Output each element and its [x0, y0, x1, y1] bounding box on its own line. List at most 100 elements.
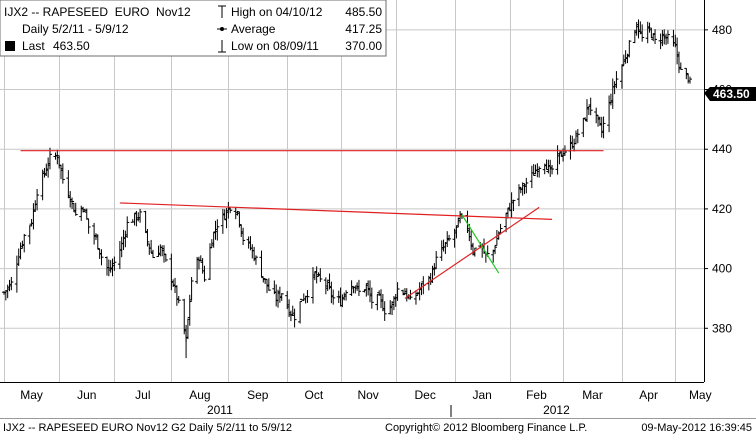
legend-low-value: 370.00	[345, 39, 382, 53]
x-tick-label: Jun	[77, 388, 96, 402]
y-tick-label: 420	[712, 202, 732, 216]
ohlc-bar	[228, 208, 233, 214]
ohlc-bar	[375, 294, 380, 311]
year-label: 2012	[543, 403, 570, 417]
ohlc-bar	[279, 293, 284, 301]
x-tick-label: Jul	[135, 388, 150, 402]
legend: IJX2 -- RAPESEED EURO Nov12 Daily 5/2/11…	[0, 0, 387, 57]
ohlc-bar	[588, 97, 593, 116]
ohlc-bar	[259, 250, 264, 278]
footer-copyright: Copyright© 2012 Bloomberg Finance L.P.	[385, 422, 588, 434]
footer-timestamp: 09-May-2012 16:39:45	[641, 422, 752, 434]
ohlc-bar	[226, 201, 231, 219]
ohlc-bar	[511, 199, 516, 212]
ohlc-bar	[99, 249, 104, 266]
ohlc-bar	[202, 265, 207, 282]
ohlc-bar	[688, 76, 692, 84]
last-price-badge-label: 463.50	[713, 87, 750, 101]
ohlc-bar	[305, 290, 310, 303]
x-tick-label: Sep	[247, 388, 269, 402]
ohlc-bar	[150, 249, 155, 259]
ohlc-bar	[472, 247, 477, 257]
ohlc-bar	[112, 256, 117, 271]
year-label: 2011	[207, 403, 233, 417]
legend-average-value: 417.25	[345, 22, 382, 36]
ohlc-bars	[2, 19, 692, 359]
ohlc-bar	[395, 282, 400, 301]
legend-last-value: 463.50	[53, 39, 90, 53]
ohlc-bar	[434, 251, 439, 269]
chart-footer: IJX2 -- RAPESEED EURO Nov12 G2 Daily 5/2…	[0, 418, 756, 437]
ohlc-bar	[298, 301, 303, 324]
ohlc-bar	[138, 208, 143, 223]
last-price-badge-shape	[704, 87, 756, 101]
ohlc-bar	[550, 165, 555, 175]
ohlc-bar	[266, 278, 271, 291]
legend-average-label: Average	[231, 22, 276, 36]
ohlc-bar	[601, 116, 606, 139]
ohlc-bar	[189, 277, 194, 301]
ohlc-bar	[18, 242, 23, 260]
x-tick-label: May	[689, 388, 712, 402]
ohlc-bar	[678, 62, 683, 70]
ohlc-bar	[331, 289, 336, 305]
ohlc-bar	[176, 295, 181, 304]
x-tick-label: Dec	[414, 388, 435, 402]
ohlc-bar	[537, 166, 542, 178]
ohlc-bar	[665, 30, 670, 44]
ohlc-bar	[215, 219, 220, 241]
legend-ticker: IJX2 -- RAPESEED EURO Nov12	[4, 5, 191, 19]
low-marker-icon	[218, 40, 226, 53]
ohlc-bar	[86, 218, 91, 234]
ohlc-bar	[647, 22, 652, 33]
ohlc-bar	[292, 308, 297, 328]
ohlc-bar	[447, 234, 452, 242]
y-tick-label: 480	[712, 23, 732, 37]
trendlines	[20, 150, 604, 299]
ohlc-bar	[22, 233, 27, 253]
x-tick-label: May	[20, 388, 43, 402]
ohlc-bar	[344, 290, 349, 301]
ohlc-bar	[35, 188, 40, 211]
ohlc-bar	[575, 129, 580, 144]
footer-description: IJX2 -- RAPESEED EURO Nov12 G2 Daily 5/2…	[3, 422, 292, 434]
ohlc-bar	[318, 268, 323, 283]
legend-high-value: 485.50	[345, 5, 382, 19]
x-tick-label: Jan	[472, 388, 491, 402]
ohlc-bar	[95, 234, 100, 250]
high-marker-icon	[218, 5, 226, 18]
ohlc-bar	[640, 24, 645, 42]
x-tick-label: Aug	[189, 388, 210, 402]
legend-box	[0, 0, 387, 57]
y-tick-label: 440	[712, 142, 732, 156]
ohlc-bar	[653, 29, 658, 44]
last-swatch	[5, 41, 15, 51]
ohlc-bar	[498, 223, 503, 235]
y-tick-label: 400	[712, 262, 732, 276]
ohlc-bar	[9, 276, 14, 291]
ohlc-bar	[369, 287, 374, 309]
x-tick-label: Nov	[357, 388, 378, 402]
x-tick-label: Oct	[305, 388, 324, 402]
ohlc-bar	[382, 301, 387, 321]
green-trendline	[461, 214, 500, 274]
x-tick-label: Feb	[526, 388, 547, 402]
average-marker-icon	[217, 27, 227, 31]
x-tick-label: Mar	[582, 388, 603, 402]
last-price-badge: 463.50	[704, 87, 756, 101]
ohlc-bar	[261, 277, 266, 283]
legend-high-label: High on 04/10/12	[231, 5, 323, 19]
red-trendline	[119, 202, 553, 220]
ohlc-bar	[413, 290, 418, 305]
x-tick-label: Apr	[639, 388, 658, 402]
ohlc-bar	[241, 227, 246, 246]
red-trendline	[404, 206, 540, 299]
ohlc-bar	[614, 71, 619, 89]
ohlc-bar	[163, 253, 168, 262]
legend-range: Daily 5/2/11 - 5/9/12	[22, 22, 129, 36]
ohlc-bar	[60, 163, 65, 184]
ohlc-bar	[684, 67, 689, 80]
ohlc-bar	[356, 279, 361, 297]
